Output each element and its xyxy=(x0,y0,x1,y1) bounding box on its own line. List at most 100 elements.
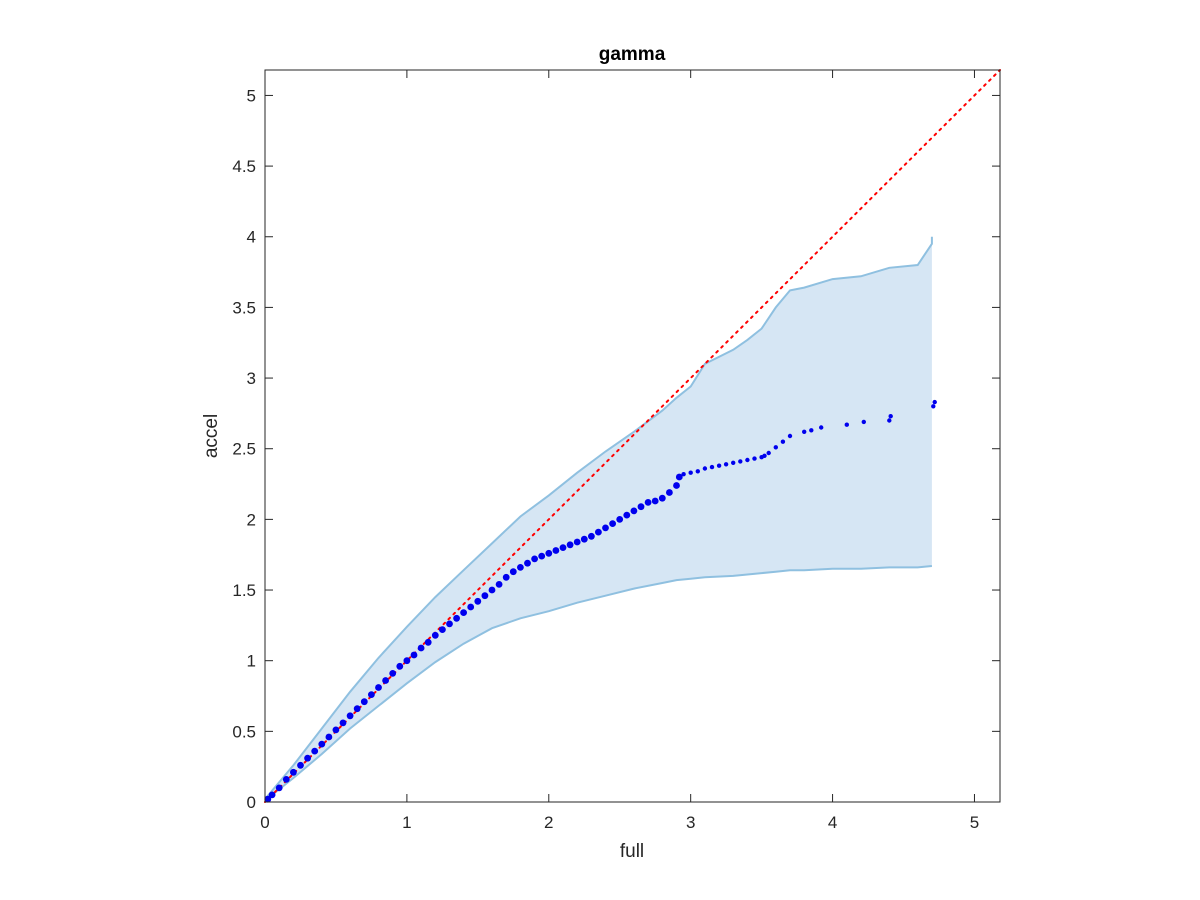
data-point xyxy=(275,784,283,792)
data-point xyxy=(702,466,708,471)
data-point xyxy=(453,614,460,622)
x-tick-label: 2 xyxy=(544,813,553,832)
data-point xyxy=(495,581,503,588)
data-point xyxy=(304,754,311,762)
data-point xyxy=(396,662,404,670)
data-point xyxy=(819,425,824,430)
data-point xyxy=(673,482,680,489)
data-point xyxy=(559,544,567,551)
data-point xyxy=(382,677,389,684)
data-point xyxy=(931,404,936,409)
data-point xyxy=(389,670,397,677)
chart-title: gamma xyxy=(599,44,666,65)
data-point xyxy=(809,428,814,433)
data-point xyxy=(360,698,368,706)
data-point xyxy=(481,592,489,600)
y-tick-label: 2.5 xyxy=(232,440,256,459)
band-lower-edge xyxy=(264,565,932,802)
data-point xyxy=(602,524,609,532)
data-point xyxy=(723,462,729,467)
data-point xyxy=(623,511,631,519)
data-point xyxy=(731,460,736,465)
data-point xyxy=(588,532,595,540)
data-point xyxy=(675,473,683,481)
data-point xyxy=(745,457,750,463)
data-point xyxy=(431,631,439,639)
y-tick-label: 0.5 xyxy=(232,722,256,741)
data-point xyxy=(802,429,807,434)
x-tick-label: 1 xyxy=(402,813,411,832)
data-point xyxy=(290,768,297,776)
data-point xyxy=(787,433,793,439)
confidence-band xyxy=(265,236,932,801)
data-point xyxy=(780,439,786,444)
data-point xyxy=(651,497,659,505)
axes-box xyxy=(264,69,1001,803)
y-tick-label: 4 xyxy=(247,228,256,247)
data-point xyxy=(887,418,892,423)
data-point xyxy=(666,489,673,496)
data-point xyxy=(932,399,937,405)
data-point xyxy=(644,499,652,506)
y-tick-label: 5 xyxy=(247,86,256,105)
data-point xyxy=(695,469,700,474)
x-axis-label: full xyxy=(620,841,644,862)
x-tick-label: 4 xyxy=(828,813,837,832)
data-point xyxy=(888,414,893,419)
data-point xyxy=(545,549,553,557)
data-point xyxy=(552,547,560,554)
y-tick-label: 2 xyxy=(247,510,256,529)
band-upper-edge xyxy=(264,236,933,800)
data-point xyxy=(630,507,638,515)
data-point xyxy=(738,459,743,464)
data-point xyxy=(488,586,496,594)
plot-area: 0 1 2 3 4 5 0 0.5 1 1.5 2 2.5 3 3.5 4 4.5 5 xyxy=(232,69,1001,832)
data-point xyxy=(417,644,425,652)
data-point xyxy=(424,638,432,646)
data-point xyxy=(752,456,757,461)
data-point xyxy=(766,450,771,456)
data-point xyxy=(325,733,333,741)
data-point xyxy=(844,422,849,427)
data-point xyxy=(346,712,354,720)
data-point xyxy=(353,705,361,713)
y-tick-label: 4.5 xyxy=(232,157,256,176)
data-point xyxy=(517,564,524,571)
data-point xyxy=(616,516,624,523)
y-axis-label: accel xyxy=(201,414,222,458)
data-point xyxy=(446,620,453,628)
data-point xyxy=(524,559,531,567)
data-point xyxy=(268,791,276,799)
data-point xyxy=(318,740,326,748)
y-tick-label: 1.5 xyxy=(232,581,256,600)
data-point xyxy=(681,472,686,477)
data-point xyxy=(439,626,446,633)
data-point xyxy=(566,541,574,549)
reference-line xyxy=(264,69,1001,803)
data-point xyxy=(573,538,581,546)
data-point xyxy=(375,684,382,691)
data-point xyxy=(773,445,778,450)
x-tick-label: 3 xyxy=(686,813,695,832)
data-point xyxy=(609,520,616,527)
data-point xyxy=(332,726,340,734)
data-point xyxy=(502,573,510,581)
data-point xyxy=(861,419,866,425)
x-tick-label: 5 xyxy=(970,813,979,832)
data-point xyxy=(467,603,475,611)
data-point xyxy=(264,795,272,803)
data-point xyxy=(474,597,482,605)
data-point xyxy=(410,651,418,659)
data-point xyxy=(460,609,467,616)
data-point xyxy=(688,470,693,475)
data-point xyxy=(538,552,546,560)
data-point xyxy=(637,503,645,511)
y-tick-label: 3.5 xyxy=(232,298,256,317)
data-point xyxy=(762,453,767,458)
y-tick-label: 1 xyxy=(247,652,256,671)
data-point xyxy=(709,464,715,470)
data-point xyxy=(297,761,304,769)
data-point xyxy=(368,691,375,698)
x-tick-label: 0 xyxy=(260,813,269,832)
